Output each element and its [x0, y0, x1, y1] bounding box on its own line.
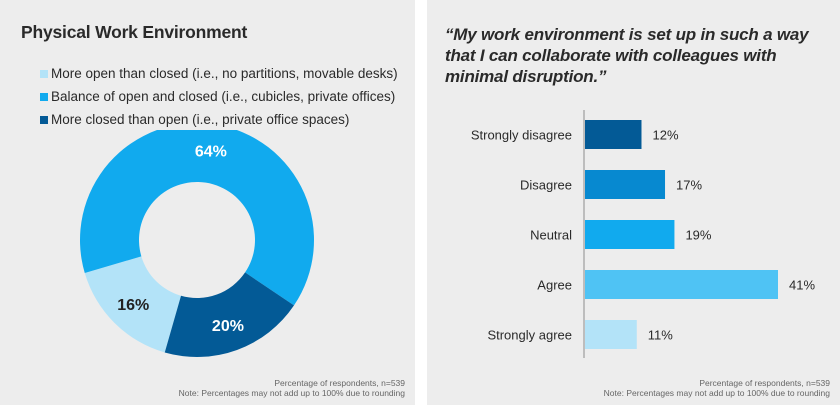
value-label: 17%	[676, 178, 702, 193]
chart-title-quote: “My work environment is set up in such a…	[445, 25, 809, 86]
footnote: Percentage of respondents, n=539 Note: P…	[604, 378, 830, 398]
footnote-rounding: Note: Percentages may not add up to 100%…	[178, 388, 405, 398]
physical-work-environment-panel: Physical Work Environment More open than…	[0, 0, 415, 405]
bar-chart: Strongly disagree 12% Disagree 17% Neutral 19…	[471, 110, 815, 358]
legend-swatch-open	[40, 69, 48, 78]
category-label: Strongly agree	[487, 328, 572, 343]
donut-slice-closed	[164, 272, 294, 357]
legend-swatch-closed	[40, 115, 48, 124]
category-label: Neutral	[530, 228, 572, 243]
category-label: Agree	[537, 278, 572, 293]
donut-label-balance: 64%	[195, 144, 227, 161]
legend-item-open: More open than closed (i.e., no partitio…	[40, 62, 398, 85]
donut-label-closed: 20%	[212, 318, 244, 335]
bar-strongly-agree	[585, 320, 637, 349]
bar-disagree	[585, 170, 666, 199]
bar-neutral	[585, 220, 675, 249]
footnote-rounding: Note: Percentages may not add up to 100%…	[603, 388, 830, 398]
value-label: 41%	[789, 278, 815, 293]
legend-swatch-balance	[40, 92, 48, 101]
legend-item-closed: More closed than open (i.e., private off…	[40, 108, 398, 131]
footnote-respondents: Percentage of respondents, n=539	[699, 378, 830, 388]
category-label: Strongly disagree	[471, 128, 572, 143]
legend-label: More closed than open (i.e., private off…	[51, 112, 350, 127]
value-label: 11%	[648, 328, 673, 343]
footnote: Percentage of respondents, n=539 Note: P…	[179, 378, 405, 398]
bar-agree	[585, 270, 778, 299]
value-label: 12%	[652, 128, 678, 143]
collaboration-panel: “My work environment is set up in such a…	[427, 0, 840, 405]
footnote-respondents: Percentage of respondents, n=539	[274, 378, 405, 388]
legend-label: Balance of open and closed (i.e., cubicl…	[51, 89, 396, 104]
legend: More open than closed (i.e., no partitio…	[40, 62, 398, 131]
donut-slice-open	[84, 256, 182, 353]
donut-label-open: 16%	[117, 297, 149, 314]
chart-title: Physical Work Environment	[21, 22, 248, 42]
donut-slice-balance	[80, 130, 314, 306]
legend-item-balance: Balance of open and closed (i.e., cubicl…	[40, 85, 398, 108]
legend-label: More open than closed (i.e., no partitio…	[51, 66, 398, 81]
category-label: Disagree	[520, 178, 572, 193]
bar-strongly-disagree	[585, 120, 642, 149]
value-label: 19%	[685, 228, 711, 243]
donut-chart: 16% 64% 20%	[80, 130, 314, 357]
